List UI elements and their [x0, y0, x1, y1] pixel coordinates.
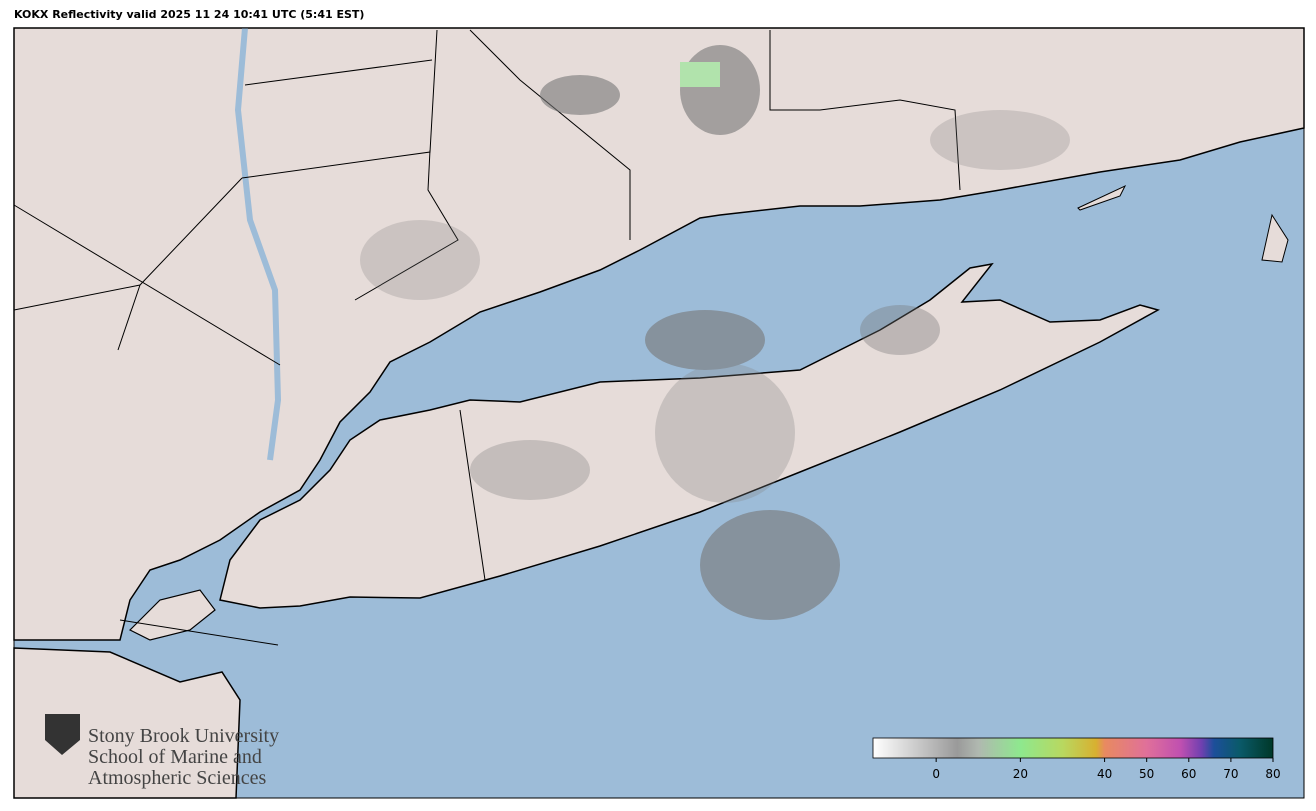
staten-island [128, 589, 216, 641]
boundaries [13, 29, 961, 646]
logo-line: Stony Brook University [88, 725, 279, 747]
long-island [219, 262, 1160, 609]
colorbar-tick-label: 60 [1181, 767, 1196, 781]
fishers-island [1077, 184, 1127, 211]
colorbar-tick-label: 20 [1013, 767, 1028, 781]
colorbar-tick-label: 50 [1139, 767, 1154, 781]
hudson-river [234, 27, 282, 461]
land-north [13, 27, 1305, 641]
colorbar-tick-label: 80 [1265, 767, 1280, 781]
radar-echoes [360, 45, 1070, 620]
logo-line: Atmospheric Sciences [88, 767, 266, 789]
colorbar [872, 737, 1274, 759]
colorbar-tick-label: 0 [932, 767, 940, 781]
map-title: KOKX Reflectivity valid 2025 11 24 10:41… [14, 8, 365, 21]
logo-line: School of Marine and [88, 746, 262, 768]
map-frame [13, 27, 1305, 799]
colorbar-tick-label: 40 [1097, 767, 1112, 781]
logo: Stony Brook University School of Marine … [45, 714, 279, 789]
colorbar-tick-label: 70 [1223, 767, 1238, 781]
logo-shield [45, 714, 80, 755]
block-island [1261, 213, 1289, 263]
